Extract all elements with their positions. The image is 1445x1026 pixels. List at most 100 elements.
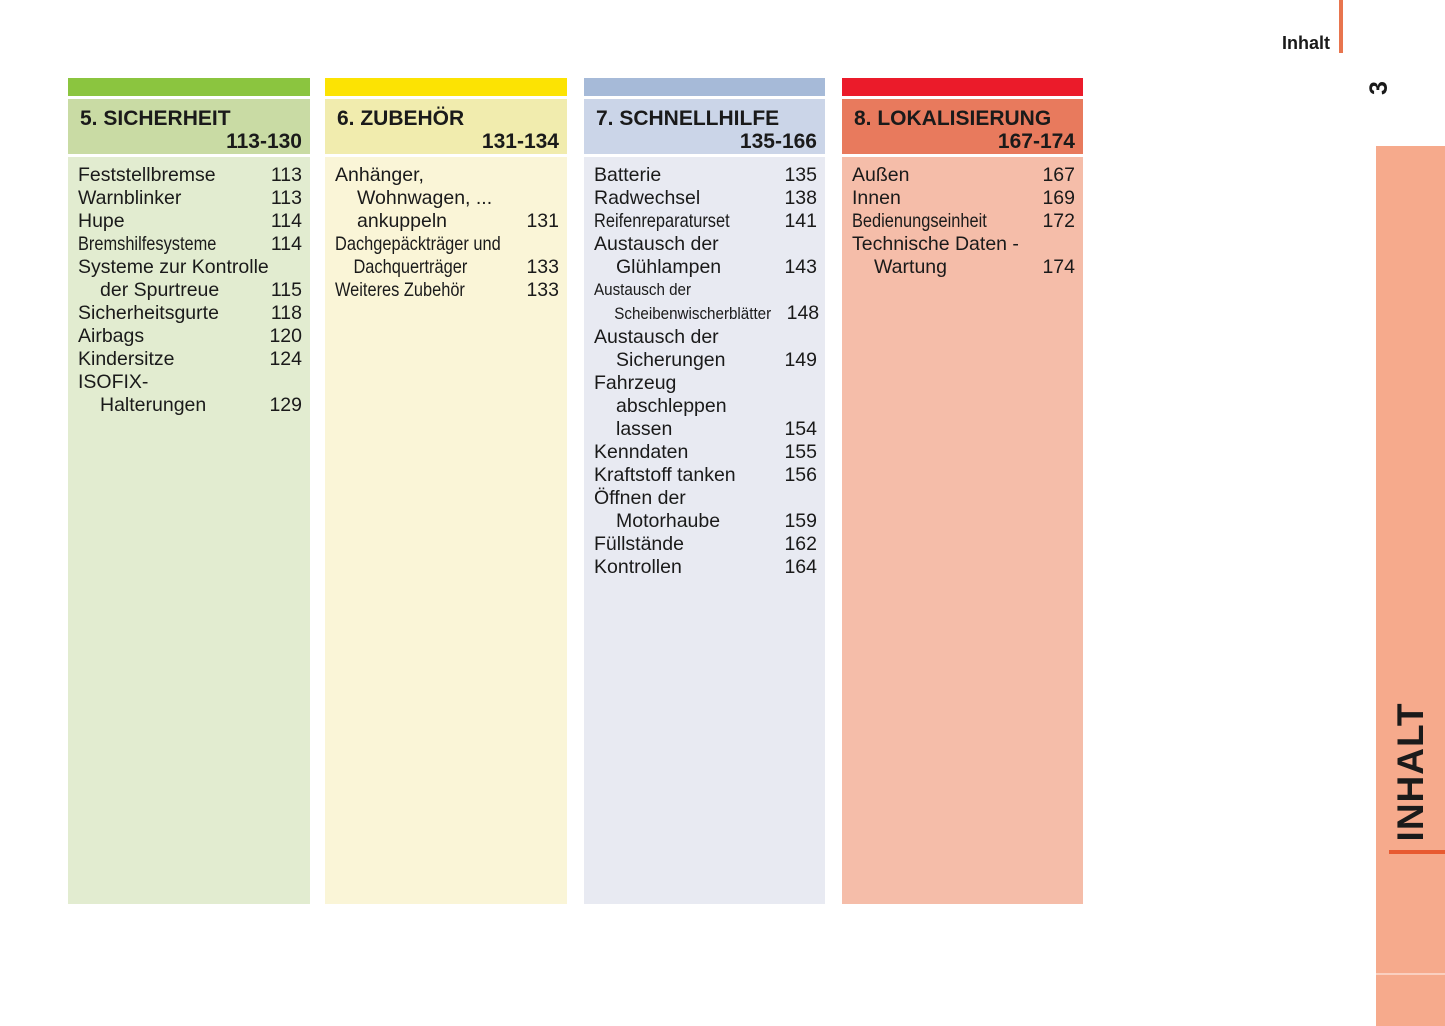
column-title: 7. SCHNELLHILFE — [596, 107, 780, 130]
toc-entry-page: 135 — [784, 164, 817, 186]
toc-entry-label: Dachquerträger — [353, 256, 468, 278]
toc-entry-label: Motorhaube — [616, 510, 721, 532]
toc-column-lokalisierung: 8. LOKALISIERUNG 167-174 Außen 167 Innen 16… — [842, 78, 1083, 904]
column-header: 6. ZUBEHÖR 131-134 — [325, 99, 567, 154]
toc-entry-page: 129 — [269, 394, 302, 416]
toc-entry-page: 120 — [269, 325, 302, 347]
toc-entry-label: Austausch der — [594, 326, 719, 348]
toc-entry-label: ISOFIX- — [78, 371, 149, 393]
toc-entry-label: Außen — [852, 164, 910, 186]
toc-item: Kindersitze 124 — [78, 348, 302, 371]
toc-item: Austausch der Glühlampen 143 — [594, 233, 817, 279]
toc-entry-label: Feststellbremse — [78, 164, 216, 186]
toc-item: Warnblinker 113 — [78, 187, 302, 210]
toc-entry-page: 114 — [270, 233, 302, 255]
column-body: Feststellbremse 113 Warnblinker 113 Hupe 114 B… — [68, 157, 310, 904]
toc-item: Batterie 135 — [594, 164, 817, 187]
toc-entry-page: 141 — [784, 210, 817, 232]
toc-entry-page: 149 — [784, 349, 817, 371]
column-title: 6. ZUBEHÖR — [337, 107, 465, 130]
toc-entry-page: 159 — [784, 510, 817, 532]
toc-entry-label: Reifenreparaturset — [594, 210, 730, 232]
toc-entry-page: 114 — [270, 210, 302, 232]
side-tab-strip: INHALT — [1376, 146, 1445, 1026]
toc-item: Hupe 114 — [78, 210, 302, 233]
toc-entry-label: Anhänger, — [335, 164, 424, 186]
toc-entry-page: 156 — [784, 464, 817, 486]
column-page-range: 113-130 — [226, 130, 302, 153]
toc-entry-page: 113 — [270, 187, 302, 209]
toc-entry-page: 133 — [526, 279, 559, 301]
toc-entry-label: Glühlampen — [616, 256, 722, 278]
toc-item: Füllstände 162 — [594, 533, 817, 556]
toc-entry-page: 154 — [784, 418, 817, 440]
column-page-range: 135-166 — [739, 130, 817, 153]
toc-entry-label: Sicherheitsgurte — [78, 302, 219, 324]
toc-entry-label: Dachgepäckträger und — [335, 233, 501, 255]
toc-item: Bremshilfesysteme 114 — [78, 233, 302, 256]
column-header: 5. SICHERHEIT 113-130 — [68, 99, 310, 154]
toc-entry-page: 118 — [270, 302, 302, 324]
toc-item: Systeme zur Kontrolle der Spurtreue 115 — [78, 256, 302, 302]
column-header: 7. SCHNELLHILFE 135-166 — [584, 99, 825, 154]
toc-entry-label: Bremshilfesysteme — [78, 233, 217, 255]
column-title: 8. LOKALISIERUNG — [854, 107, 1052, 130]
rotated-page-number: 3 — [1364, 81, 1393, 95]
toc-entry-page: 169 — [1042, 187, 1075, 209]
toc-entry-page: 143 — [784, 256, 817, 278]
column-color-bar — [68, 78, 310, 96]
column-color-bar — [584, 78, 825, 96]
toc-entry-label: Airbags — [78, 325, 145, 347]
toc-entry-label: Öffnen der — [594, 487, 686, 509]
toc-item: Öffnen der Motorhaube 159 — [594, 487, 817, 533]
toc-item: Radwechsel 138 — [594, 187, 817, 210]
toc-entry-label: Wartung — [874, 256, 947, 278]
toc-item: Fahrzeug abschleppen lassen 154 — [594, 372, 817, 441]
toc-item: Innen 169 — [852, 187, 1075, 210]
toc-entry-label: ankuppeln — [357, 210, 447, 232]
toc-entry-page: 172 — [1042, 210, 1075, 232]
toc-item: Sicherheitsgurte 118 — [78, 302, 302, 325]
toc-item: Reifenreparaturset 141 — [594, 210, 817, 233]
toc-item: Austausch der Sicherungen 149 — [594, 326, 817, 372]
toc-entry-label: lassen — [616, 418, 673, 440]
toc-entry-label: Innen — [852, 187, 901, 209]
toc-entry-label: Kenndaten — [594, 441, 689, 463]
toc-item: Airbags 120 — [78, 325, 302, 348]
toc-entry-page: 162 — [784, 533, 817, 555]
toc-entry-label: Austausch der — [594, 233, 719, 255]
toc-entry-page: 133 — [526, 256, 559, 278]
toc-entry-page: 174 — [1042, 256, 1075, 278]
toc-item: Technische Daten - Wartung 174 — [852, 233, 1075, 279]
toc-item: Weiteres Zubehör 133 — [335, 279, 559, 302]
toc-entry-label: Austausch der — [594, 281, 692, 299]
toc-entry-label: Hupe — [78, 210, 125, 232]
toc-item: ISOFIX- Halterungen 129 — [78, 371, 302, 417]
toc-entry-page: 167 — [1042, 164, 1075, 186]
toc-entry-page: 124 — [269, 348, 302, 370]
toc-entry-label: Füllstände — [594, 533, 684, 555]
toc-entry-label: Bedienungseinheit — [852, 210, 987, 232]
toc-item: Dachgepäckträger und Dachquerträger 133 — [335, 233, 559, 279]
toc-entry-label: Scheibenwischerblätter — [614, 305, 772, 323]
column-header: 8. LOKALISIERUNG 167-174 — [842, 99, 1083, 154]
toc-entry-label: abschleppen — [616, 395, 727, 417]
toc-item: Bedienungseinheit 172 — [852, 210, 1075, 233]
toc-entry-label: Technische Daten - — [852, 233, 1019, 255]
toc-item: Feststellbremse 113 — [78, 164, 302, 187]
running-header-label: Inhalt — [1282, 33, 1330, 53]
toc-entry-label: Kindersitze — [78, 348, 175, 370]
toc-entry-label: Sicherungen — [616, 349, 726, 371]
side-tab-label: INHALT — [1389, 702, 1431, 842]
toc-entry-label: Systeme zur Kontrolle — [78, 256, 269, 278]
column-body: Anhänger, Wohnwagen, ... ankuppeln 131 Dachg… — [325, 157, 567, 904]
toc-entry-page: 164 — [784, 556, 817, 578]
toc-entry-label: Fahrzeug — [594, 372, 677, 394]
toc-column-schnellhilfe: 7. SCHNELLHILFE 135-166 Batterie 135 Radwe… — [584, 78, 825, 904]
side-tab-accent-rule — [1389, 850, 1445, 854]
column-page-range: 167-174 — [997, 130, 1075, 153]
toc-entry-label: Radwechsel — [594, 187, 701, 209]
column-page-range: 131-134 — [481, 130, 559, 153]
toc-item: Kontrollen 164 — [594, 556, 817, 579]
toc-entry-label: Wohnwagen, ... — [357, 187, 493, 209]
